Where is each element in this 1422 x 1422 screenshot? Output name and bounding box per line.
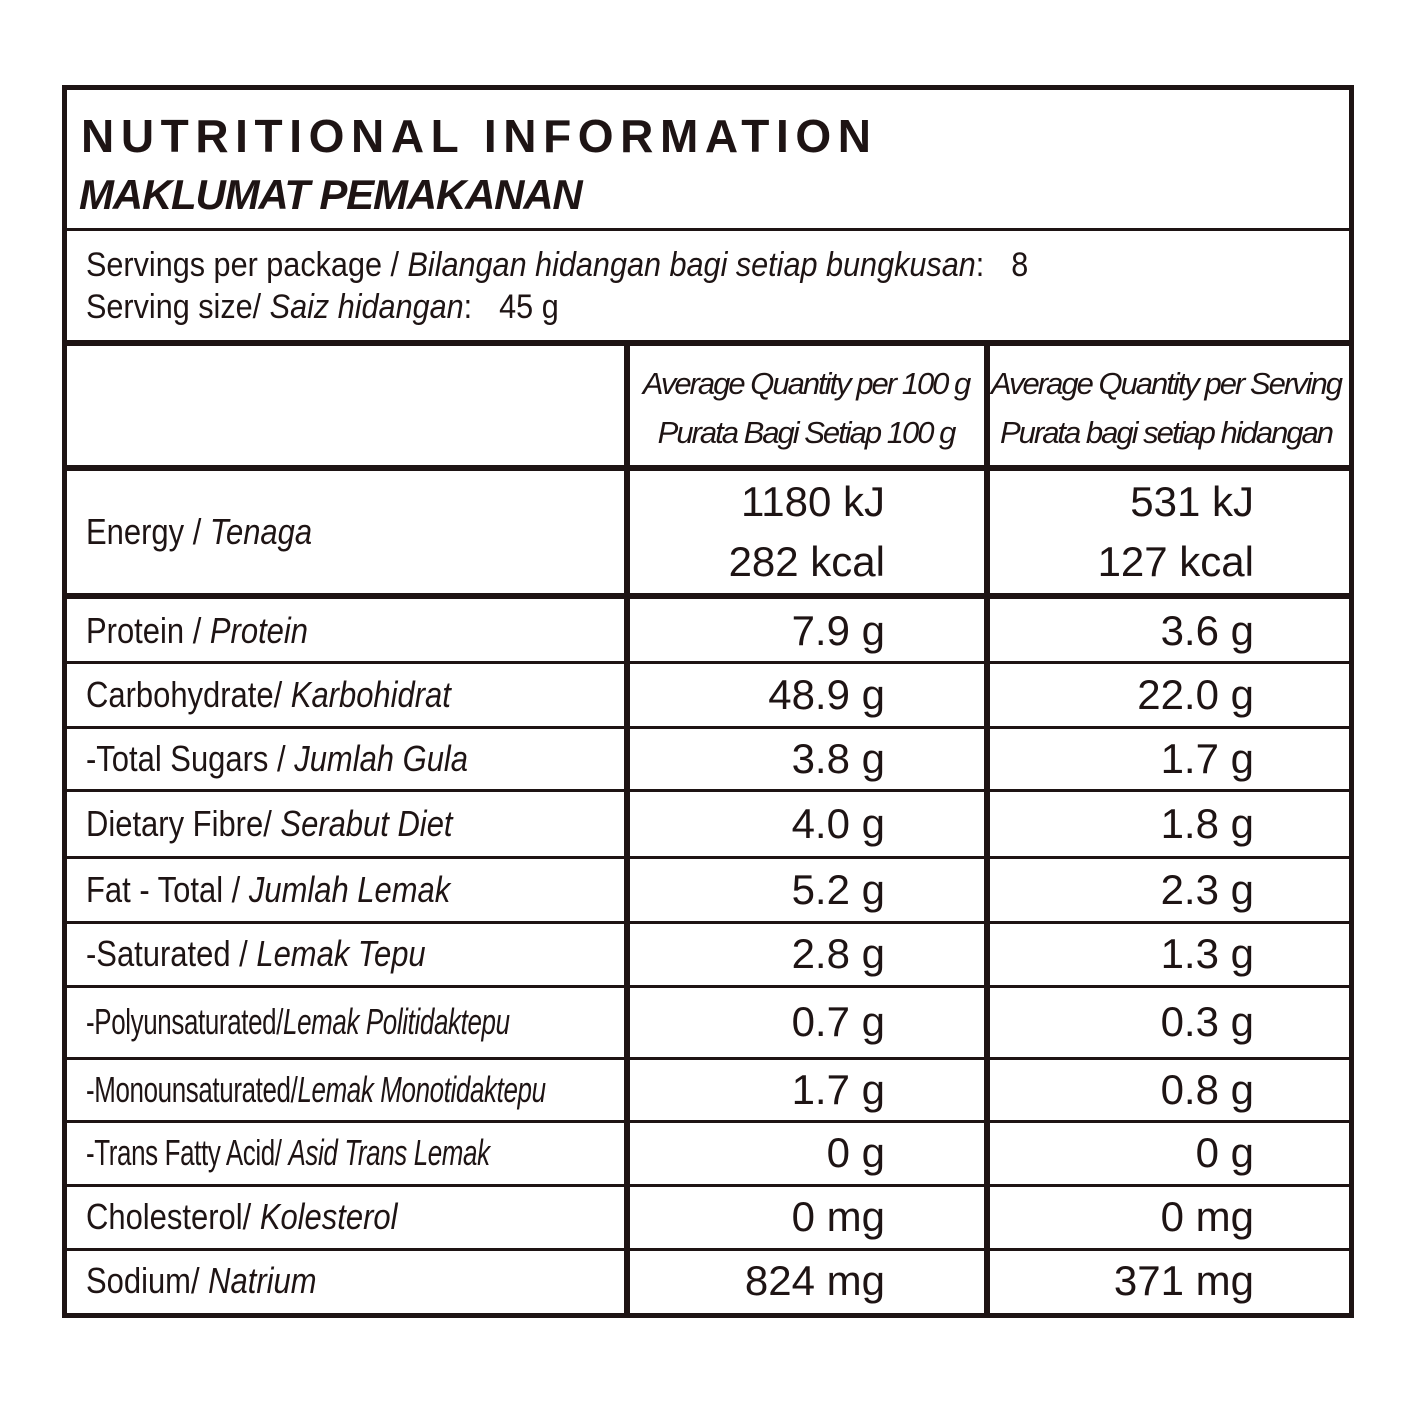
row-divider	[67, 856, 1349, 859]
nutrient-row: -Monounsaturated/Lemak Monotidaktepu 1.7 …	[67, 1058, 1349, 1121]
serving-size-value: 45 g	[499, 288, 559, 326]
nutrient-label: Fat - Total / Jumlah Lemak	[86, 868, 451, 910]
column-header-perserving: Average Quantity per Serving Purata bagi…	[990, 366, 1343, 450]
column-header-perserving-line2: Purata bagi setiap hidangan	[999, 415, 1334, 450]
panel-subtitle: MAKLUMAT PEMAKANAN	[79, 171, 583, 218]
row-divider	[67, 985, 1349, 988]
nutrient-row: Sodium/ Natrium 824 mg 371 mg	[67, 1249, 1349, 1313]
nutrient-row: Dietary Fibre/ Serabut Diet 4.0 g 1.8 g	[67, 790, 1349, 857]
nutrient-per100-value: 0.7 g	[791, 998, 885, 1045]
column-divider-1	[624, 346, 630, 1313]
nutrient-serving-value: 0.8 g	[1160, 1065, 1254, 1113]
nutrient-label: -Saturated / Lemak Tepu	[86, 933, 426, 974]
nutrient-label: -Total Sugars / Jumlah Gula	[86, 737, 469, 779]
column-divider-2	[984, 346, 990, 1313]
row-divider	[67, 1120, 1349, 1123]
servings-per-package-label-malay: Bilangan hidangan bagi setiap bungkusan	[407, 246, 976, 284]
energy-label: Energy / Tenaga	[86, 511, 313, 552]
nutrient-serving-value: 1.7 g	[1160, 734, 1254, 782]
nutrient-row: -Saturated / Lemak Tepu 2.8 g 1.3 g	[67, 922, 1349, 986]
divider-title	[67, 228, 1349, 231]
nutrient-label: Sodium/ Natrium	[86, 1260, 317, 1301]
nutrient-serving-value: 0 mg	[1160, 1193, 1254, 1240]
nutrient-per100-value: 2.8 g	[791, 930, 885, 977]
nutrient-row: -Polyunsaturated/Lemak Politidaktepu 0.7 …	[67, 986, 1349, 1058]
nutrient-per100-value: 7.9 g	[791, 606, 885, 654]
serving-size-label-malay: Saiz hidangan	[269, 288, 464, 326]
row-divider	[67, 1057, 1349, 1060]
energy-per100-kj: 1180 kJ	[741, 478, 885, 525]
servings-per-package: Servings per package / Bilangan hidangan…	[86, 246, 1029, 284]
nutrient-row: Fat - Total / Jumlah Lemak 5.2 g 2.3 g	[67, 857, 1349, 922]
panel-title: NUTRITIONAL INFORMATION	[81, 110, 878, 162]
nutrient-serving-value: 3.6 g	[1160, 606, 1254, 654]
nutrient-label: -Monounsaturated/Lemak Monotidaktepu	[86, 1068, 546, 1110]
nutrient-serving-value: 2.3 g	[1160, 865, 1254, 913]
nutrient-serving-value: 371 mg	[1113, 1257, 1254, 1304]
row-divider	[67, 1248, 1349, 1251]
nutrient-per100-value: 0 g	[826, 1129, 885, 1176]
nutrient-label: Protein / Protein	[86, 609, 309, 651]
column-header-per100-line1: Average Quantity per 100 g	[642, 366, 972, 401]
nutrient-row: Carbohydrate/ Karbohidrat 48.9 g 22.0 g	[67, 662, 1349, 727]
row-divider	[67, 789, 1349, 792]
energy-serving-kcal: 127 kcal	[1097, 538, 1254, 585]
nutrient-per100-value: 824 mg	[744, 1257, 885, 1304]
nutrient-label: Carbohydrate/ Karbohidrat	[86, 673, 451, 715]
nutrient-label: Dietary Fibre/ Serabut Diet	[86, 802, 453, 844]
nutrient-per100-value: 0 mg	[791, 1193, 885, 1240]
servings-per-package-value: 8	[1011, 246, 1029, 284]
divider-servings	[67, 340, 1349, 346]
nutrient-serving-value: 0 g	[1195, 1129, 1254, 1176]
row-divider	[67, 1184, 1349, 1187]
nutrient-per100-value: 3.8 g	[791, 734, 885, 782]
nutrient-row: Cholesterol/ Kolesterol 0 mg 0 mg	[67, 1185, 1349, 1249]
energy-row: Energy / Tenaga 1180 kJ 282 kcal 531 kJ …	[67, 471, 1349, 593]
serving-size-label: Serving size/	[86, 288, 270, 326]
nutrient-per100-value: 48.9 g	[768, 670, 885, 718]
servings-per-package-label: Servings per package /	[86, 246, 408, 284]
nutrient-per100-value: 1.7 g	[791, 1065, 885, 1113]
nutrient-serving-value: 22.0 g	[1137, 670, 1254, 718]
nutrient-label: Cholesterol/ Kolesterol	[86, 1196, 398, 1237]
column-header-per100-line2: Purata Bagi Setiap 100 g	[657, 415, 957, 450]
nutrient-serving-value: 1.8 g	[1160, 799, 1254, 847]
nutrient-serving-value: 1.3 g	[1160, 930, 1254, 977]
energy-serving-kj: 531 kJ	[1130, 478, 1254, 525]
column-header-per100: Average Quantity per 100 g Purata Bagi S…	[630, 368, 982, 448]
nutrient-serving-value: 0.3 g	[1160, 998, 1254, 1045]
nutrient-per100-value: 5.2 g	[791, 865, 885, 913]
nutrient-label: -Polyunsaturated/Lemak Politidaktepu	[86, 1001, 510, 1042]
serving-size: Serving size/ Saiz hidangan: 45 g	[86, 288, 559, 326]
energy-per100: 1180 kJ 282 kcal	[729, 481, 885, 583]
row-divider	[67, 726, 1349, 729]
energy-per100-kcal: 282 kcal	[728, 538, 885, 585]
divider-energy	[67, 593, 1349, 599]
column-header-perserving-line1: Average Quantity per Serving	[990, 366, 1343, 401]
energy-serving: 531 kJ 127 kcal	[1098, 481, 1254, 583]
nutrition-panel: NUTRITIONAL INFORMATION MAKLUMAT PEMAKAN…	[62, 85, 1354, 1318]
nutrient-per100-value: 4.0 g	[791, 799, 885, 847]
row-divider	[67, 921, 1349, 924]
nutrient-row: Protein / Protein 7.9 g 3.6 g	[67, 599, 1349, 662]
nutrient-row: -Total Sugars / Jumlah Gula 3.8 g 1.7 g	[67, 727, 1349, 790]
nutrient-row: -Trans Fatty Acid/ Asid Trans Lemak 0 g 0 …	[67, 1121, 1349, 1185]
row-divider	[67, 661, 1349, 664]
nutrient-label: -Trans Fatty Acid/ Asid Trans Lemak	[86, 1132, 490, 1173]
divider-header	[67, 465, 1349, 471]
